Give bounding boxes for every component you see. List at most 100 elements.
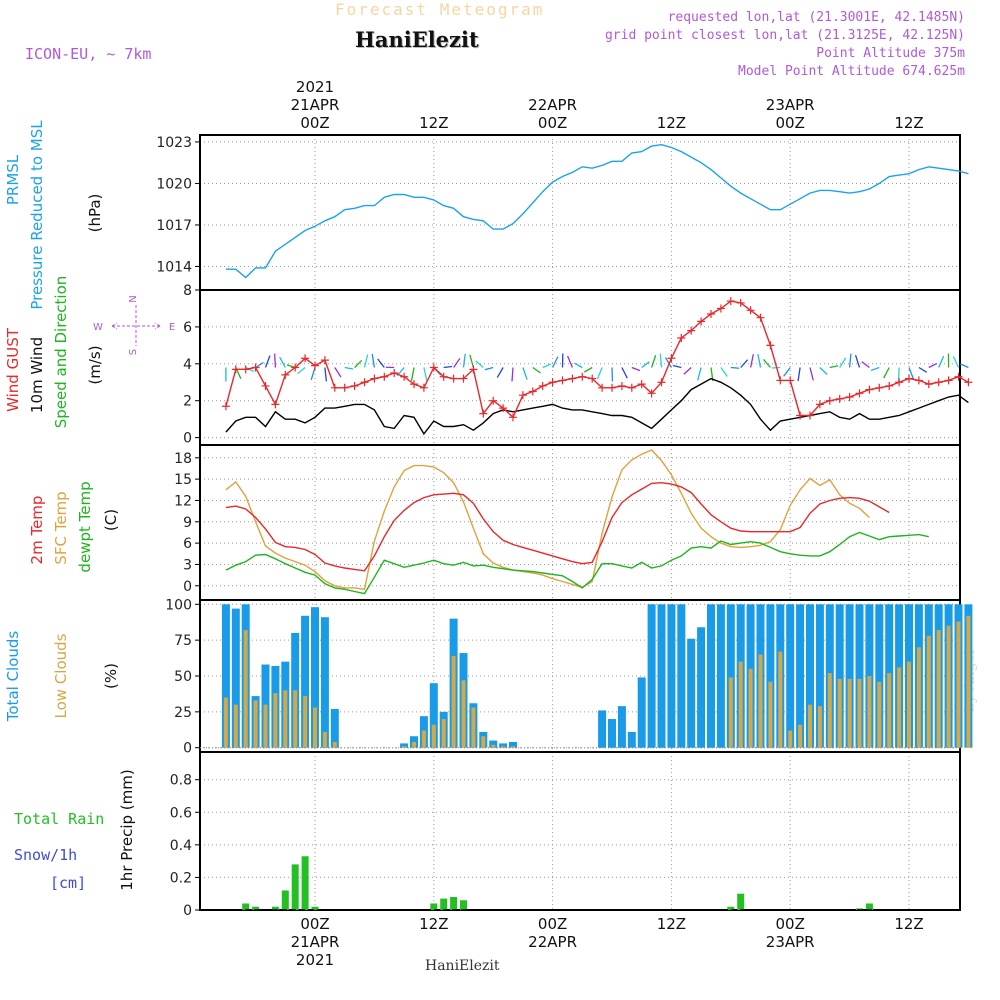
total-clouds-bar [875,604,884,748]
precip-label: 1hr Precip (mm) [118,769,136,890]
rain-bar [450,896,458,910]
low-clouds-bar [817,706,822,748]
wind-direction-arrow [532,366,541,374]
low-clouds-bar [243,630,248,748]
wind-gust-point [806,411,814,420]
wind-gust-point [221,402,230,411]
low-clouds-bar [837,678,842,748]
clouds-unit: (%) [102,663,120,689]
wind-direction-arrow [829,365,839,369]
time-label-bottom: 22APR [528,933,577,951]
y-tick-label: 0.2 [170,870,192,886]
total-clouds-bar [796,604,805,748]
wind-gust-line [225,300,969,419]
total-clouds-bar [311,607,319,748]
pressure-label: PRMSL [4,154,22,205]
wind-gust-point [756,313,765,322]
rain-bar [865,903,873,910]
wind-direction-arrow [552,356,559,368]
wind-direction-arrow [861,361,870,369]
y-tick-label: 3 [183,557,192,573]
low-clouds-bar [857,678,862,748]
wind-gust-point [766,341,775,350]
wind-direction-arrow [496,367,504,378]
wind-direction-arrow [952,356,960,368]
temp-2m-line [225,481,890,572]
wind-gust-point [548,378,557,387]
y-tick-label: 2 [183,394,192,410]
snow-label: Snow/1h [14,846,77,864]
y-tick-label: 100 [165,597,192,613]
wind-gust-point [509,413,517,422]
wind-direction-arrow [462,353,466,368]
total-clouds-bar [657,604,666,748]
rain-bar [737,893,745,910]
wind-gust-point [954,372,963,381]
wind-gust-point [608,383,616,392]
low-clouds-bar [966,615,971,748]
total-clouds-label: Total Clouds [4,631,22,723]
wind-gust-point [419,383,428,392]
wind-gust-point [736,298,745,307]
time-label-top: 12Z [419,114,448,132]
low-clouds-bar [936,630,941,748]
y-tick-label: 75 [174,633,192,649]
wind-direction-arrow [453,357,461,368]
low-clouds-bar [926,635,931,748]
wind-gust-point [241,365,250,374]
y-tick-label: 1023 [156,135,192,151]
time-label-bottom: 21APR [291,933,340,951]
low-clouds-bar [402,746,407,748]
wind-gust-point [390,369,399,378]
low-clouds-bar [808,704,812,748]
y-tick-label: 0 [183,903,192,919]
wind-gust-point [865,385,874,394]
low-clouds-bar [768,681,773,748]
wind-direction-arrow [749,354,754,368]
total-clouds-bar [815,604,824,748]
direction-label: Speed and Direction [52,276,70,429]
rain-bar [291,864,299,910]
low-clouds-bar [322,731,327,748]
wind-direction-arrow [245,366,255,372]
grid-point-coords: grid point closest lon,lat (21.3125E, 42… [604,28,965,43]
low-clouds-bar [788,730,793,748]
total-clouds-bar [687,638,696,748]
wind-gust-point [479,409,488,418]
time-label-top: 00Z [776,114,805,132]
rain-bar [727,906,735,910]
wind-direction-arrow [783,367,791,377]
wind-gust-point [707,309,715,318]
low-clouds-bar [877,681,882,748]
compass-e: E [169,322,175,333]
wind-gust-point [538,381,547,390]
y-tick-label: 4 [183,357,192,373]
temp-unit: (C) [102,509,120,531]
station-name: HaniElezit [355,27,479,52]
wind-gust-point [568,374,577,383]
total-clouds-bar [647,604,656,748]
wind-direction-arrow [574,362,583,369]
low-clouds-bar [867,676,872,748]
wind-gust-point [350,381,359,390]
low-clouds-bar [758,654,763,748]
wind-direction-arrow [908,367,915,380]
total-clouds-bar [835,604,844,748]
y-tick-label: 0 [183,741,192,757]
time-label-bottom: 12Z [894,915,923,933]
wind-direction-arrow [763,359,771,368]
low-clouds-bar [728,677,733,748]
wind-gust-point [627,383,636,392]
y-tick-label: 12 [174,493,192,509]
wind-gust-point [301,354,310,363]
wind-direction-arrow [566,355,573,368]
time-label-bottom: 12Z [657,915,686,933]
low-clouds-bar [293,690,298,748]
total-clouds-bar [330,708,339,748]
wind-direction-arrow [854,354,861,368]
wind-gust-point [726,297,735,306]
wind-direction-arrow [730,366,740,369]
wind-gust-point [845,393,854,402]
y-tick-label: 15 [174,472,192,488]
